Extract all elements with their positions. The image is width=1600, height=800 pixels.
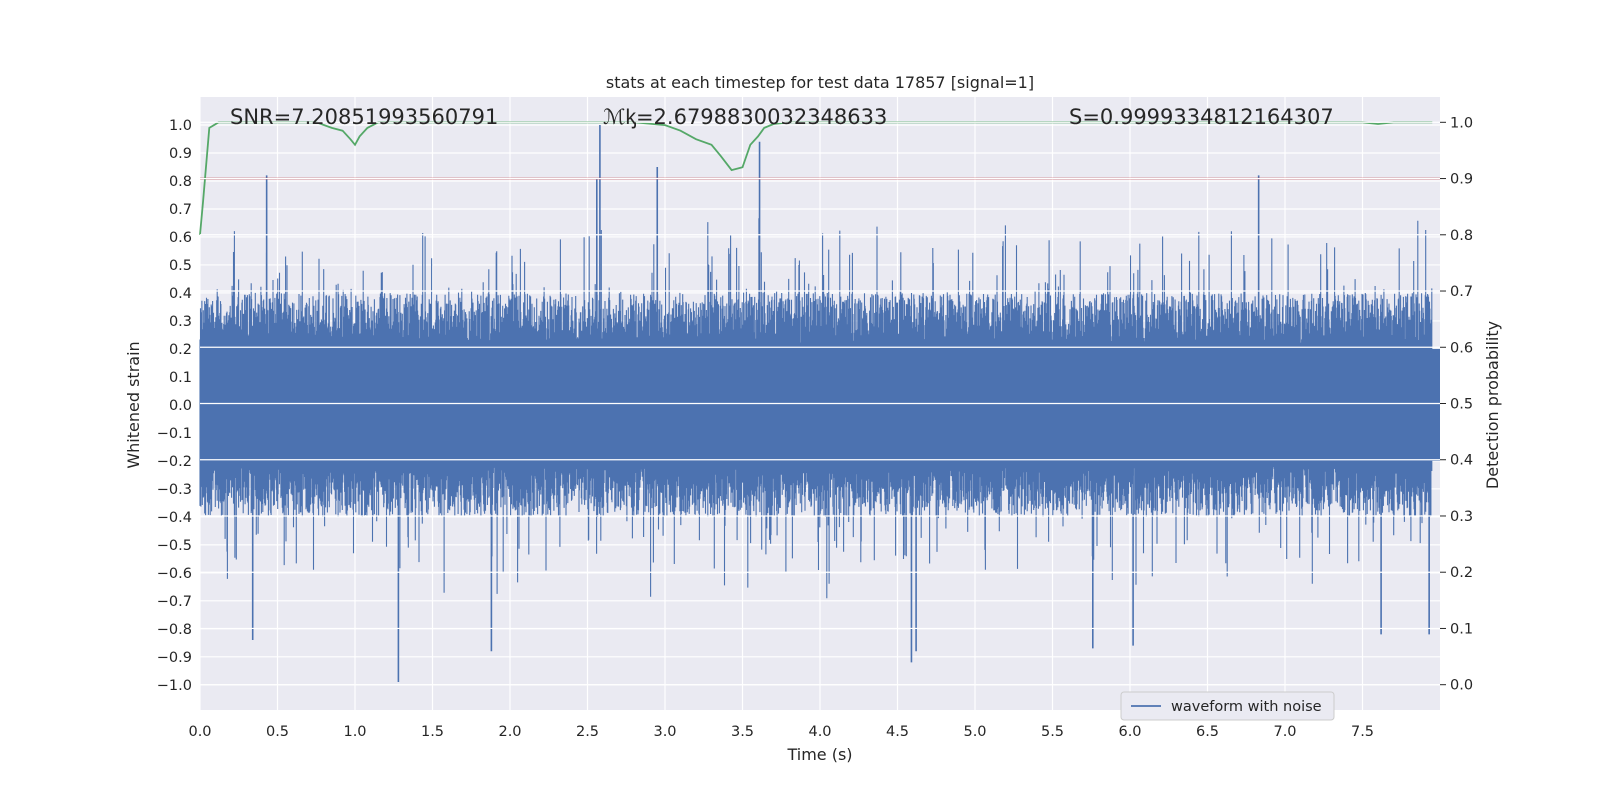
y-tick-labels: 1.0 0.9 0.8 0.7 0.6 0.5 0.4 0.3 0.2 0.1 0.0 −0.1 −0.… (157, 118, 192, 694)
y-tick-label: 0.6 (169, 230, 192, 246)
y-gridlines-overlay (200, 121, 1440, 686)
x-tick-label: 4.0 (808, 724, 831, 740)
score-annotation: S=0.9999334812164307 (1069, 105, 1334, 129)
y2-tick-label: 1.0 (1450, 115, 1473, 131)
y-tick-label: −0.9 (157, 650, 192, 666)
x-tick-label: 3.0 (653, 724, 676, 740)
legend: waveform with noise (1120, 691, 1335, 721)
y2-tick-label: 0.8 (1450, 228, 1473, 244)
x-tick-label: 0.5 (266, 724, 289, 740)
chart-title: stats at each timestep for test data 178… (606, 73, 1034, 92)
x-axis-label: Time (s) (786, 745, 852, 764)
y-tick-label: 0.3 (169, 314, 192, 330)
waveform-series (199, 124, 1440, 683)
x-tick-label: 0.0 (188, 724, 211, 740)
x-tick-label: 2.5 (576, 724, 599, 740)
y2-tick-label: 0.3 (1450, 509, 1473, 525)
x-tick-label: 6.0 (1118, 724, 1141, 740)
x-tick-label: 7.5 (1351, 724, 1374, 740)
y-tick-label: 0.2 (169, 342, 192, 358)
y-tick-label: −0.8 (157, 622, 192, 638)
y-axis-label: Whitened strain (124, 341, 143, 468)
y2-tick-label: 0.9 (1450, 172, 1473, 188)
y-tick-label: −1.0 (157, 678, 192, 694)
y2-tick-label: 0.0 (1450, 678, 1473, 694)
x-tick-label: 5.0 (963, 724, 986, 740)
y-tick-label: 0.7 (169, 202, 192, 218)
y-tick-label: 0.9 (169, 146, 192, 162)
y-tick-label: −0.1 (157, 426, 192, 442)
y-tick-label: −0.6 (157, 566, 192, 582)
y2-axis-label: Detection probability (1483, 321, 1502, 489)
y-tick-label: −0.3 (157, 482, 192, 498)
x-tick-label: 3.5 (731, 724, 754, 740)
snr-annotation: SNR=7.20851993560791 (230, 105, 498, 129)
y-tick-label: 0.0 (169, 398, 192, 414)
y2-tick-label: 0.2 (1450, 565, 1473, 581)
x-tick-label: 2.0 (498, 724, 521, 740)
y-tick-label: 0.8 (169, 174, 192, 190)
x-tick-labels: 0.0 0.5 1.0 1.5 2.0 2.5 3.0 3.5 4.0 4.5 5.0 5.5 6.0 6… (188, 724, 1374, 740)
y2-tick-label: 0.5 (1450, 397, 1473, 413)
y-tick-label: −0.7 (157, 594, 192, 610)
y2-tick-label: 0.6 (1450, 340, 1473, 356)
legend-label: waveform with noise (1171, 699, 1322, 715)
y-tick-label: 0.1 (169, 370, 192, 386)
y-tick-label: 1.0 (169, 118, 192, 134)
x-tick-label: 5.5 (1041, 724, 1064, 740)
x-tick-label: 4.5 (886, 724, 909, 740)
y-tick-label: 0.5 (169, 258, 192, 274)
x-tick-label: 7.0 (1273, 724, 1296, 740)
y2-tick-label: 0.1 (1450, 621, 1473, 637)
y-tick-label: 0.4 (169, 286, 192, 302)
x-tick-label: 6.5 (1196, 724, 1219, 740)
legend-box (1120, 691, 1335, 721)
chirp-mass-annotation: ℳᶄ=2.6798830032348633 (603, 105, 887, 129)
y-tick-label: −0.2 (157, 454, 192, 470)
x-tick-label: 1.0 (343, 724, 366, 740)
y-tick-label: −0.5 (157, 538, 192, 554)
y2-tick-labels: 1.0 0.9 0.8 0.7 0.6 0.5 0.4 0.3 0.2 0.1 0.0 (1440, 115, 1473, 694)
y2-tick-label: 0.7 (1450, 284, 1473, 300)
y-tick-label: −0.4 (157, 510, 192, 526)
x-tick-label: 1.5 (421, 724, 444, 740)
y2-tick-label: 0.4 (1450, 453, 1473, 469)
